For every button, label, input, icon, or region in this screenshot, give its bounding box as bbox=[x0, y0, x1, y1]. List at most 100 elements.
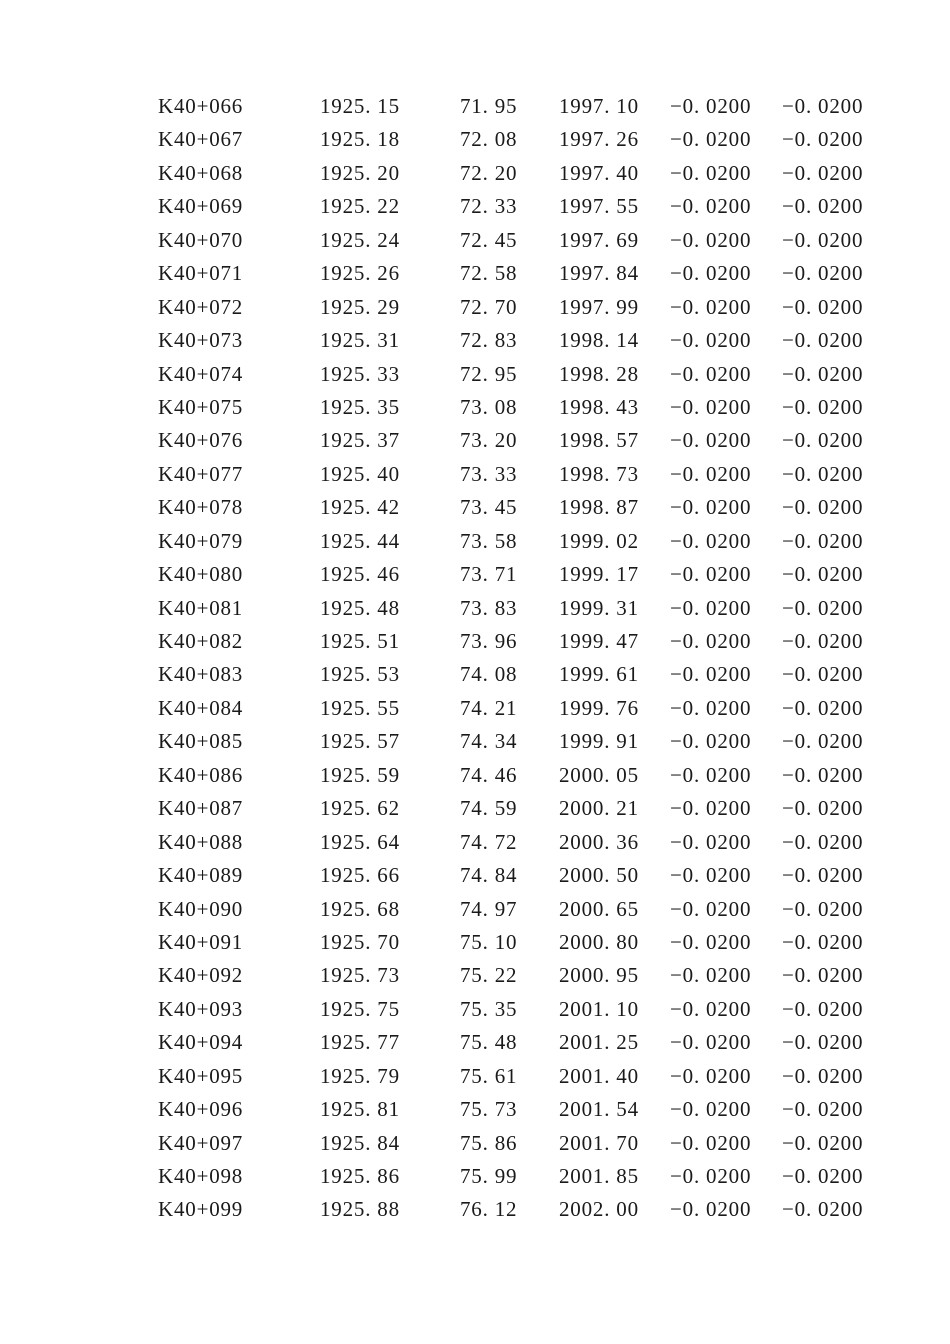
value-cell: −0. 0200 bbox=[670, 528, 752, 553]
table-row: K40+068 1925. 20 72. 20 1997. 40 −0. 0200 −0.… bbox=[158, 157, 950, 190]
value-cell: 74. 34 bbox=[460, 729, 518, 754]
table-row: K40+085 1925. 57 74. 34 1999. 91 −0. 0200 −0.… bbox=[158, 725, 950, 758]
table-row: K40+092 1925. 73 75. 22 2000. 95 −0. 0200 −0.… bbox=[158, 959, 950, 992]
value-cell: −0. 0200 bbox=[670, 595, 752, 620]
station-cell: K40+091 bbox=[158, 929, 244, 954]
station-cell: K40+097 bbox=[158, 1130, 244, 1155]
value-cell: 1925. 31 bbox=[320, 328, 400, 353]
value-cell: −0. 0200 bbox=[670, 963, 752, 988]
value-cell: −0. 0200 bbox=[782, 562, 864, 587]
table-row: K40+084 1925. 55 74. 21 1999. 76 −0. 0200 −0.… bbox=[158, 692, 950, 725]
value-cell: 72. 08 bbox=[460, 127, 518, 152]
value-cell: 1925. 75 bbox=[320, 996, 400, 1021]
value-cell: 2001. 54 bbox=[559, 1097, 639, 1122]
station-cell: K40+090 bbox=[158, 896, 244, 921]
value-cell: 75. 35 bbox=[460, 996, 518, 1021]
value-cell: −0. 0200 bbox=[670, 929, 752, 954]
value-cell: −0. 0200 bbox=[670, 428, 752, 453]
table-row: K40+075 1925. 35 73. 08 1998. 43 −0. 0200 −0.… bbox=[158, 391, 950, 424]
value-cell: −0. 0200 bbox=[782, 896, 864, 921]
value-cell: −0. 0200 bbox=[782, 1063, 864, 1088]
value-cell: −0. 0200 bbox=[670, 495, 752, 520]
value-cell: 1925. 70 bbox=[320, 929, 400, 954]
station-cell: K40+069 bbox=[158, 194, 244, 219]
value-cell: 2000. 65 bbox=[559, 896, 639, 921]
value-cell: 1997. 40 bbox=[559, 160, 639, 185]
value-cell: 1925. 59 bbox=[320, 762, 400, 787]
value-cell: 1925. 66 bbox=[320, 863, 400, 888]
table-row: K40+079 1925. 44 73. 58 1999. 02 −0. 0200 −0.… bbox=[158, 525, 950, 558]
station-cell: K40+093 bbox=[158, 996, 244, 1021]
value-cell: −0. 0200 bbox=[670, 127, 752, 152]
value-cell: 1925. 24 bbox=[320, 227, 400, 252]
value-cell: −0. 0200 bbox=[670, 729, 752, 754]
value-cell: −0. 0200 bbox=[782, 328, 864, 353]
value-cell: 2000. 95 bbox=[559, 963, 639, 988]
value-cell: −0. 0200 bbox=[782, 863, 864, 888]
value-cell: 73. 83 bbox=[460, 595, 518, 620]
table-row: K40+091 1925. 70 75. 10 2000. 80 −0. 0200 −0.… bbox=[158, 926, 950, 959]
station-cell: K40+088 bbox=[158, 829, 244, 854]
value-cell: 72. 58 bbox=[460, 261, 518, 286]
value-cell: −0. 0200 bbox=[782, 695, 864, 720]
value-cell: −0. 0200 bbox=[782, 796, 864, 821]
value-cell: −0. 0200 bbox=[782, 762, 864, 787]
value-cell: 75. 99 bbox=[460, 1164, 518, 1188]
value-cell: 2001. 40 bbox=[559, 1063, 639, 1088]
value-cell: −0. 0200 bbox=[670, 294, 752, 319]
table-row: K40+070 1925. 24 72. 45 1997. 69 −0. 0200 −0.… bbox=[158, 224, 950, 257]
station-cell: K40+082 bbox=[158, 629, 244, 653]
value-cell: 2000. 50 bbox=[559, 863, 639, 888]
value-cell: 1925. 29 bbox=[320, 294, 400, 319]
value-cell: 72. 70 bbox=[460, 294, 518, 319]
value-cell: 2001. 25 bbox=[559, 1030, 639, 1055]
value-cell: 74. 97 bbox=[460, 896, 518, 921]
value-cell: 1925. 48 bbox=[320, 595, 400, 620]
value-cell: 1998. 87 bbox=[559, 495, 639, 520]
value-cell: −0. 0200 bbox=[782, 963, 864, 988]
table-row: K40+082 1925. 51 73. 96 1999. 47 −0. 0200 −0.… bbox=[158, 625, 950, 658]
value-cell: 1925. 20 bbox=[320, 160, 400, 185]
value-cell: −0. 0200 bbox=[670, 361, 752, 386]
value-cell: −0. 0200 bbox=[670, 1030, 752, 1055]
station-cell: K40+072 bbox=[158, 294, 244, 319]
value-cell: 74. 59 bbox=[460, 796, 518, 821]
value-cell: 2002. 00 bbox=[559, 1197, 639, 1222]
station-cell: K40+070 bbox=[158, 227, 244, 252]
value-cell: −0. 0200 bbox=[782, 629, 864, 653]
value-cell: 1997. 69 bbox=[559, 227, 639, 252]
table-row: K40+096 1925. 81 75. 73 2001. 54 −0. 0200 −0.… bbox=[158, 1093, 950, 1126]
station-cell: K40+094 bbox=[158, 1030, 244, 1055]
table-row: K40+069 1925. 22 72. 33 1997. 55 −0. 0200 −0.… bbox=[158, 190, 950, 223]
value-cell: −0. 0200 bbox=[670, 996, 752, 1021]
value-cell: 2001. 85 bbox=[559, 1164, 639, 1188]
value-cell: 1999. 02 bbox=[559, 528, 639, 553]
table-row: K40+087 1925. 62 74. 59 2000. 21 −0. 0200 −0.… bbox=[158, 792, 950, 825]
station-cell: K40+067 bbox=[158, 127, 244, 152]
value-cell: 1998. 28 bbox=[559, 361, 639, 386]
value-cell: −0. 0200 bbox=[782, 829, 864, 854]
value-cell: −0. 0200 bbox=[670, 562, 752, 587]
value-cell: −0. 0200 bbox=[670, 695, 752, 720]
value-cell: 75. 10 bbox=[460, 929, 518, 954]
value-cell: 1999. 17 bbox=[559, 562, 639, 587]
value-cell: 1925. 26 bbox=[320, 261, 400, 286]
value-cell: 1925. 40 bbox=[320, 461, 400, 486]
value-cell: 1925. 15 bbox=[320, 94, 400, 118]
value-cell: −0. 0200 bbox=[782, 729, 864, 754]
value-cell: 73. 71 bbox=[460, 562, 518, 587]
value-cell: −0. 0200 bbox=[782, 1164, 864, 1188]
value-cell: 1999. 91 bbox=[559, 729, 639, 754]
value-cell: 1925. 46 bbox=[320, 562, 400, 587]
value-cell: 1997. 26 bbox=[559, 127, 639, 152]
value-cell: −0. 0200 bbox=[670, 194, 752, 219]
station-cell: K40+071 bbox=[158, 261, 244, 286]
station-cell: K40+068 bbox=[158, 160, 244, 185]
table-row: K40+073 1925. 31 72. 83 1998. 14 −0. 0200 −0.… bbox=[158, 324, 950, 357]
value-cell: −0. 0200 bbox=[782, 227, 864, 252]
value-cell: −0. 0200 bbox=[670, 829, 752, 854]
table-row: K40+089 1925. 66 74. 84 2000. 50 −0. 0200 −0.… bbox=[158, 859, 950, 892]
value-cell: −0. 0200 bbox=[782, 428, 864, 453]
value-cell: 2000. 36 bbox=[559, 829, 639, 854]
